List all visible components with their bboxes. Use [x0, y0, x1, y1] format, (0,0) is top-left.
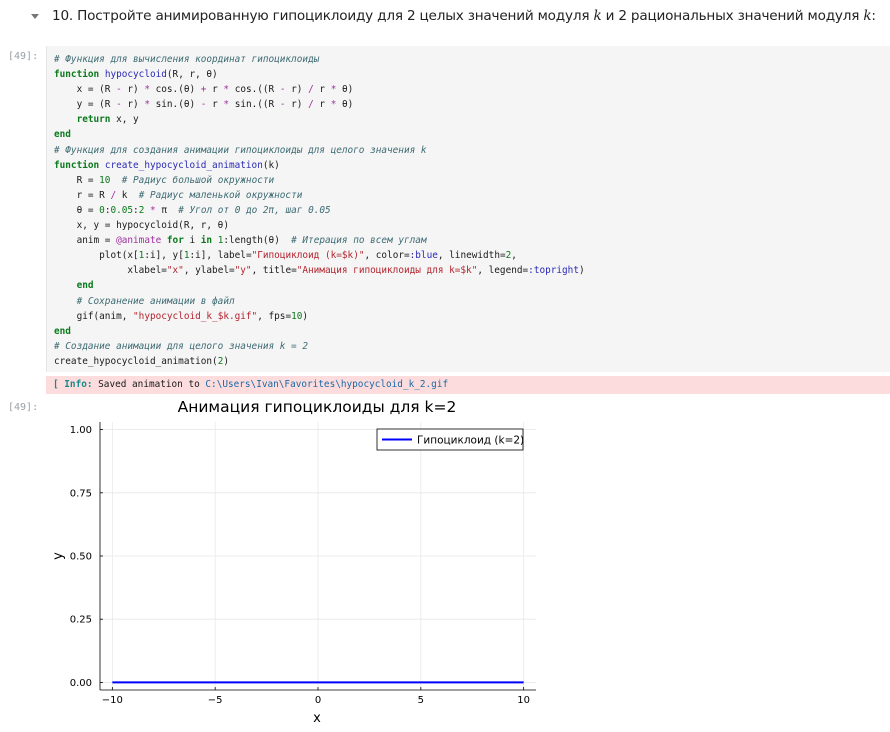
chart-ticks: −10 −5 0 5 10 0.00 0.25 0.50 0.75 1.00: [70, 425, 530, 706]
y-axis-label: y: [51, 552, 66, 560]
y-tick-label: 1.00: [70, 425, 92, 436]
markdown-heading: 10. Постройте анимированную гипоциклоиду…: [0, 6, 890, 36]
x-axis-label: x: [313, 711, 321, 726]
y-tick-label: 0.25: [70, 615, 92, 626]
x-tick-label: 10: [517, 695, 530, 706]
x-tick-label: −10: [102, 695, 123, 706]
task-heading: 10. Постройте анимированную гипоциклоиду…: [52, 8, 876, 24]
collapse-arrow-icon[interactable]: [31, 14, 39, 19]
x-tick-label: 0: [315, 695, 321, 706]
y-tick-label: 0.00: [70, 678, 92, 689]
code-cell[interactable]: # Функция для вычисления координат гипоц…: [46, 46, 890, 372]
y-tick-label: 0.75: [70, 488, 92, 499]
y-tick-label: 0.50: [70, 552, 92, 563]
chart-legend: Гипоциклоид (k=2): [376, 428, 524, 451]
info-message: Saved animation to: [92, 379, 206, 390]
code-cell-prompt: [49]:: [8, 51, 39, 62]
hypocycloid-chart: Анимация гипоциклоиды для k=2 −10 −5 0 5 10 0…: [51, 398, 536, 726]
x-tick-label: −5: [208, 695, 223, 706]
legend-label: Гипоциклоид (k=2): [417, 435, 524, 447]
legend-box: [376, 428, 524, 451]
info-path: C:\Users\Ivan\Favorites\hypocycloid_k_2.…: [205, 379, 449, 390]
x-tick-label: 5: [418, 695, 424, 706]
stderr-output: [ Info: Saved animation to C:\Users\Ivan…: [46, 376, 890, 394]
code-editor[interactable]: # Функция для вычисления координат гипоц…: [54, 54, 585, 367]
info-tag: [ Info:: [53, 379, 93, 390]
chart-title: Анимация гипоциклоиды для k=2: [178, 398, 457, 416]
chart-grid: [100, 422, 536, 690]
output-prompt: [49]:: [8, 402, 39, 413]
